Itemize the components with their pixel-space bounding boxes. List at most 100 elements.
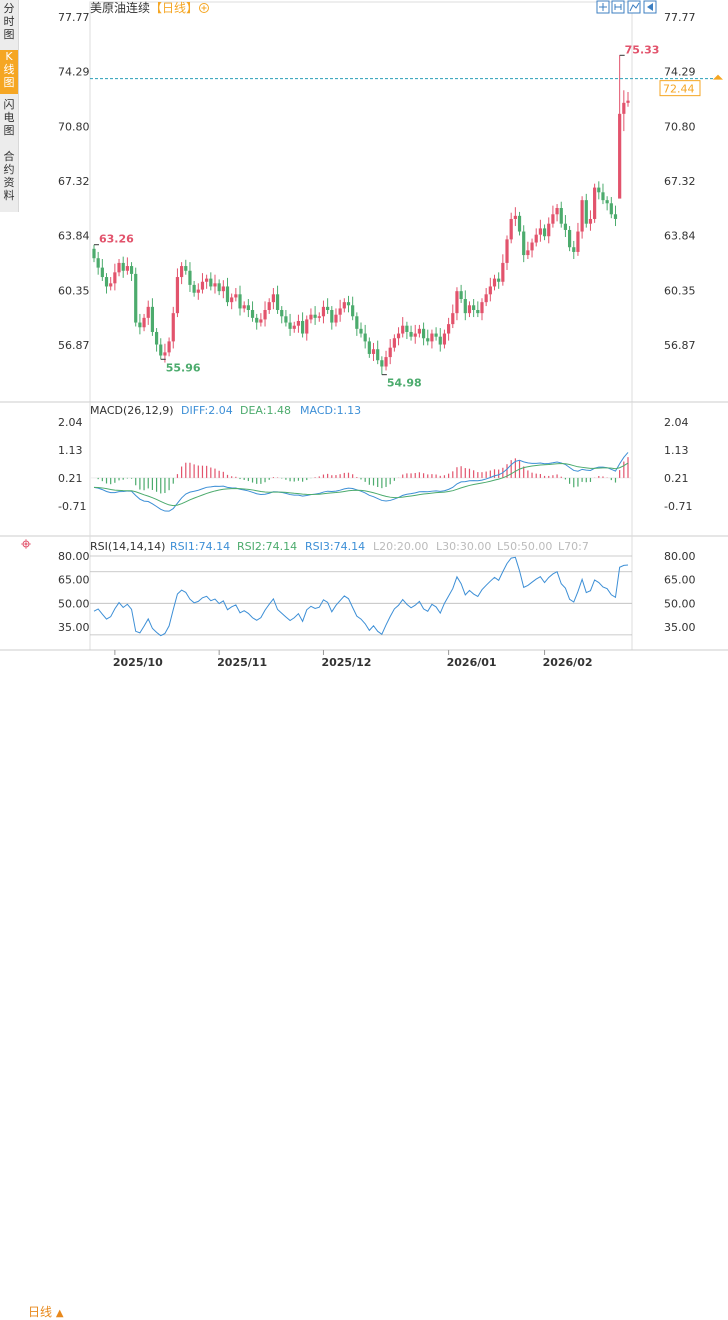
settings-icon[interactable] [21,539,31,549]
candle-body [209,278,213,287]
candle-body [417,328,422,334]
tab-char: 电 [3,111,15,124]
candle-body [242,305,246,309]
candle-body [576,231,580,252]
candle-body [476,310,480,314]
plus-circle-icon[interactable] [199,3,209,13]
period-button[interactable]: 日线 ▲ [28,1303,64,1320]
price-annotation: 75.33 [625,43,660,56]
candle-body [342,302,346,309]
last-price-box [659,80,701,97]
macd-dea-line [93,462,629,507]
fit-screen-icon[interactable] [596,0,610,14]
candle-body [434,333,438,337]
y-tick-label-left: 67.32 [58,175,90,188]
candle-body [501,262,505,282]
candle-body [509,218,513,240]
y-tick-label-right: 56.87 [664,339,696,352]
macd-legend: MACD(26,12,9) DIFF:2.04 DEA:1.48 MACD:1.… [90,404,361,417]
candle-body [513,215,517,219]
candle-body [467,305,472,314]
x-tick-label: 2025/10 [113,656,163,669]
candle-body [92,248,96,259]
candle-body [613,214,618,219]
line-tool-icon[interactable] [627,0,641,14]
rsi-title: RSI(14,14,14) [90,540,165,553]
candle-body [142,317,146,328]
candle-body [367,341,371,354]
tab-contract-info[interactable]: 合约资料 [0,150,18,208]
candle-body [159,344,163,356]
candle-body [184,266,188,271]
candle-body [192,284,196,293]
y-tick-label-left: 70.80 [58,120,90,133]
macd-tick-left: 2.04 [58,416,83,429]
price-marker-icon [713,74,723,80]
y-tick-label-left: 77.77 [58,11,90,24]
candle-body [392,338,396,348]
rsi-legend: RSI(14,14,14) RSI1:74.14 RSI2:74.14 RSI3… [21,539,589,553]
macd-tick-right: 1.13 [664,444,689,457]
candle-body [593,187,597,219]
candle-body [409,331,413,337]
candle-body [113,272,117,284]
candle-body [605,200,609,204]
y-tick-label-left: 74.29 [58,66,90,79]
rsi1-label: RSI1:74.14 [170,540,230,553]
rsi-level-70: L70:7 [558,540,589,553]
last-price-label: 72.44 [663,83,695,96]
rsi-level-20: L20:20.00 [373,540,428,553]
candle-body [104,277,109,287]
candle-body [326,306,330,311]
candle-body [380,360,384,367]
period-button-label: 日线 [28,1305,53,1319]
candle-body [334,314,338,323]
candle-body [505,239,509,263]
candle-body [572,247,576,252]
candle-body [534,234,538,243]
y-tick-label-left: 56.87 [58,339,90,352]
rsi-tick-right: 35.00 [664,621,696,634]
tab-flash[interactable]: 闪电图 [0,98,18,142]
candle-body [421,328,426,339]
candle-body [396,333,401,339]
macd-tick-left: -0.71 [58,500,86,513]
prev-arrow-icon[interactable] [643,0,657,14]
candle-body [100,267,104,278]
tab-char: 料 [3,189,15,202]
candle-body [259,319,263,323]
chart-header: 美原油连续 【日线】 [90,0,657,15]
y-tick-label-left: 60.35 [58,284,90,297]
candle-body [263,310,267,320]
tab-char: 图 [3,124,15,137]
candle-body [225,286,230,303]
macd-tick-right: -0.71 [664,500,692,513]
rsi-tick-left: 35.00 [58,621,90,634]
candle-body [213,283,217,287]
tab-char: K [5,50,13,63]
candle-body [138,322,142,328]
crosshair-icon[interactable] [611,0,625,14]
candle-body [200,281,205,290]
tab-char: 图 [3,28,15,41]
candle-body [234,294,238,298]
candle-body [129,266,134,274]
kline-chart[interactable]: 美原油连续 【日线】 MACD(26,12,9) DIFF:2.04 DEA:1… [0,0,728,672]
tab-timeshare[interactable]: 分时图 [0,2,18,46]
macd-tick-left: 1.13 [58,444,83,457]
candle-body [267,302,271,311]
price-annotation: 63.26 [99,233,134,246]
candle-body [480,302,484,314]
tab-char: 时 [3,15,15,28]
candle-body [146,306,150,318]
candle-body [117,262,121,273]
candle-body [205,278,209,282]
candle-body [371,349,376,354]
candle-body [180,266,184,278]
candle-body [405,325,409,332]
candle-body [472,305,476,311]
tab-char: 线 [3,63,15,76]
candle-body [555,207,559,215]
candle-body [563,223,568,230]
